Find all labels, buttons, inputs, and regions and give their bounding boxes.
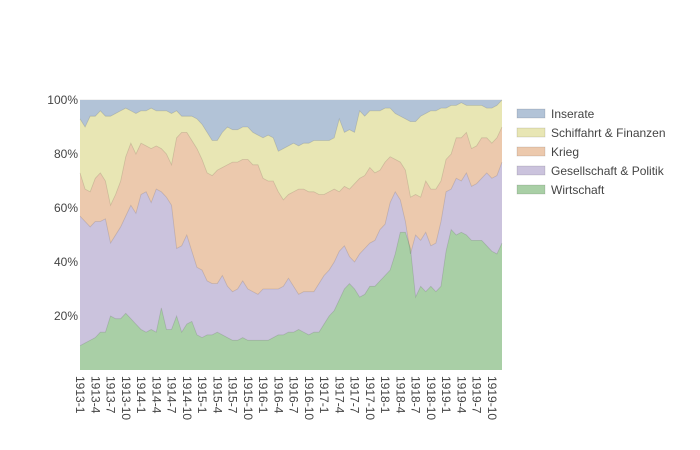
legend-item-schiffahrt-finanzen[interactable]: Schiffahrt & Finanzen <box>516 126 666 140</box>
x-tick-label: 1917-4 <box>332 376 346 414</box>
legend-label: Gesellschaft & Politik <box>551 164 665 178</box>
x-tick-label: 1916-10 <box>302 376 316 420</box>
area-wirtschaft[interactable] <box>80 229 502 370</box>
area-boundary-line <box>79 99 503 152</box>
x-tick-label: 1915-7 <box>226 376 240 414</box>
x-tick-label: 1913-7 <box>104 376 118 414</box>
y-tick-label: 40% <box>54 255 78 269</box>
x-tick-label: 1915-10 <box>241 376 255 420</box>
legend-label: Schiffahrt & Finanzen <box>551 126 666 140</box>
x-tick-label: 1917-10 <box>363 376 377 420</box>
x-tick-label: 1915-1 <box>195 376 209 414</box>
legend-swatch <box>516 165 546 176</box>
x-tick-label: 1914-1 <box>134 376 148 414</box>
x-tick-label: 1917-7 <box>348 376 362 414</box>
x-tick-label: 1916-1 <box>256 376 270 414</box>
x-tick-label: 1914-4 <box>149 376 163 414</box>
area-boundary-line <box>79 228 503 347</box>
legend-item-gesellschaft-politik[interactable]: Gesellschaft & Politik <box>516 164 665 178</box>
legend-label: Krieg <box>551 145 579 159</box>
plot-areas <box>79 99 503 370</box>
x-tick-label: 1915-4 <box>210 376 224 414</box>
x-tick-label: 1918-10 <box>424 376 438 420</box>
x-axis: 1913-1 1913-4 1913-7 1913-10 1914-1 1914-4 191… <box>73 376 499 420</box>
legend-swatch <box>516 108 546 119</box>
x-tick-label: 1919-1 <box>439 376 453 414</box>
y-tick-label: 20% <box>54 309 78 323</box>
x-tick-label: 1919-7 <box>470 376 484 414</box>
x-tick-label: 1919-10 <box>485 376 499 420</box>
x-tick-label: 1914-7 <box>165 376 179 414</box>
legend-swatch <box>516 146 546 157</box>
x-tick-label: 1914-10 <box>180 376 194 420</box>
x-tick-label: 1919-4 <box>454 376 468 414</box>
y-tick-label: 60% <box>54 201 78 215</box>
legend-item-wirtschaft[interactable]: Wirtschaft <box>516 183 605 197</box>
legend-label: Inserate <box>551 107 595 121</box>
legend-item-krieg[interactable]: Krieg <box>516 145 579 159</box>
x-tick-label: 1918-1 <box>378 376 392 414</box>
y-tick-label: 80% <box>54 147 78 161</box>
legend-item-inserate[interactable]: Inserate <box>516 107 595 121</box>
x-tick-label: 1913-4 <box>88 376 102 414</box>
x-tick-label: 1918-7 <box>409 376 423 414</box>
area-boundary-line <box>79 161 503 295</box>
x-tick-label: 1913-1 <box>73 376 87 414</box>
x-tick-label: 1918-4 <box>393 376 407 414</box>
legend-swatch <box>516 127 546 138</box>
x-tick-label: 1913-10 <box>119 376 133 420</box>
legend-swatch <box>516 184 546 195</box>
x-tick-label: 1916-7 <box>287 376 301 414</box>
y-axis: 20% 40% 60% 80% 100% <box>47 93 78 323</box>
area-boundary-line <box>79 126 503 207</box>
legend-label: Wirtschaft <box>551 183 605 197</box>
y-tick-label: 100% <box>47 93 78 107</box>
legend: Inserate Schiffahrt & Finanzen Krieg Gesell… <box>516 107 666 197</box>
x-tick-label: 1917-1 <box>317 376 331 414</box>
x-tick-label: 1916-4 <box>271 376 285 414</box>
